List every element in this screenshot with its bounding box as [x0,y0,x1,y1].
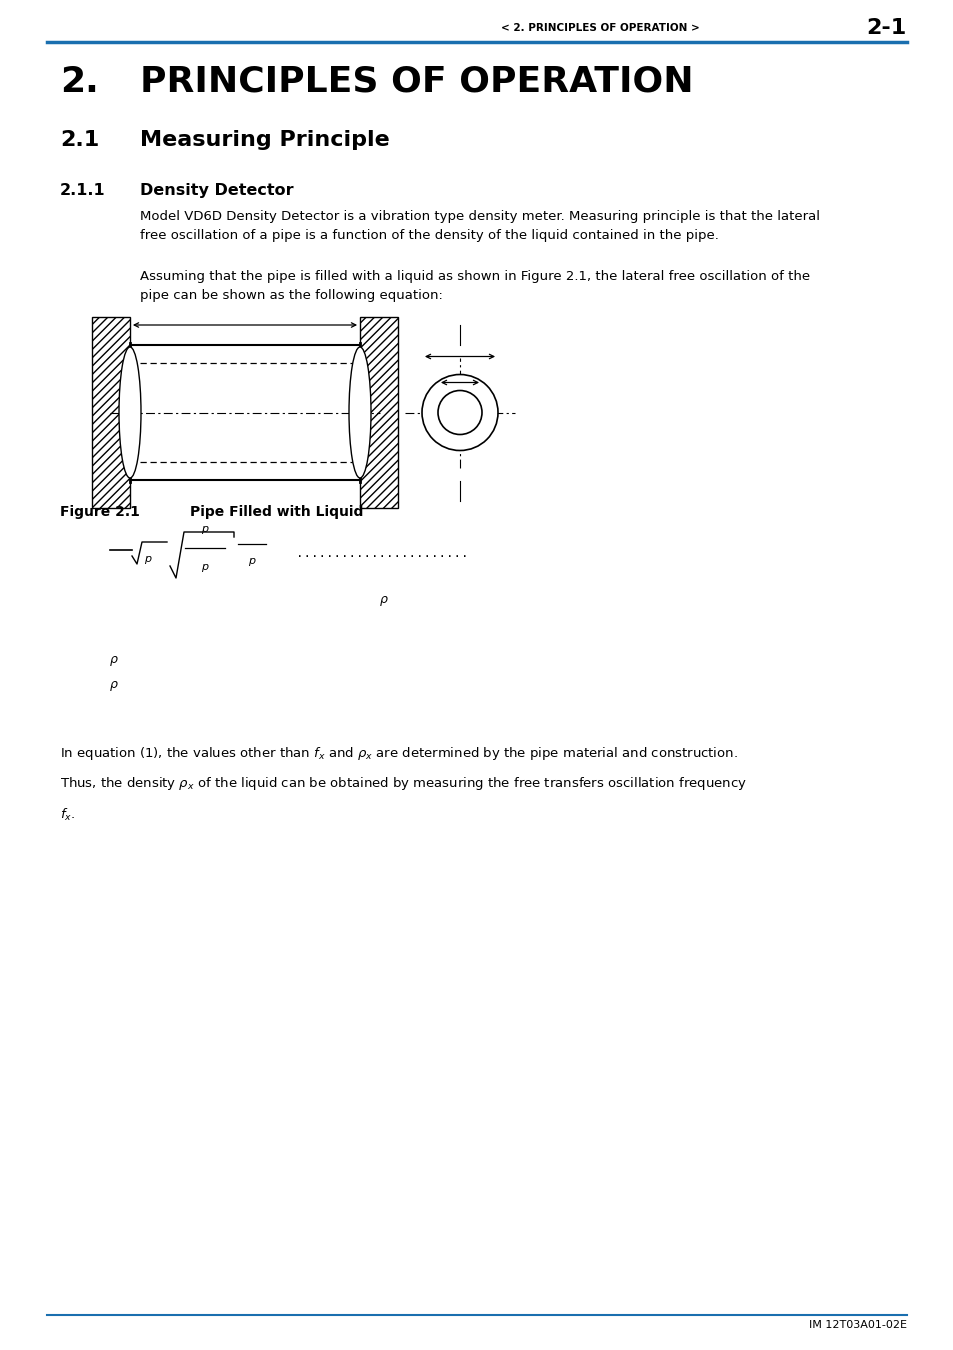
Text: Measuring Principle: Measuring Principle [140,130,390,150]
Text: p: p [201,524,209,535]
Text: ρ: ρ [110,653,118,667]
Text: Model VD6D Density Detector is a vibration type density meter. Measuring princip: Model VD6D Density Detector is a vibrati… [140,211,820,243]
Ellipse shape [349,347,371,478]
Bar [359,317,397,508]
Circle shape [421,374,497,451]
Text: Figure 2.1: Figure 2.1 [60,505,140,518]
Circle shape [437,390,481,435]
Text: PRINCIPLES OF OPERATION: PRINCIPLES OF OPERATION [140,65,693,99]
Text: 2.: 2. [60,65,99,99]
Text: Thus, the density $\rho_x$ of the liquid can be obtained by measuring the free t: Thus, the density $\rho_x$ of the liquid… [60,775,746,792]
Text: p: p [248,556,255,566]
Text: Density Detector: Density Detector [140,184,294,198]
Text: 2-1: 2-1 [866,18,906,38]
Text: p: p [144,554,152,564]
Text: p: p [201,562,209,572]
Text: Pipe Filled with Liquid: Pipe Filled with Liquid [190,505,363,518]
Ellipse shape [119,347,141,478]
Text: $f_x$.: $f_x$. [60,807,75,824]
Text: ρ: ρ [110,679,118,691]
Bar [91,317,130,508]
Text: Assuming that the pipe is filled with a liquid as shown in Figure 2.1, the later: Assuming that the pipe is filled with a … [140,270,809,302]
Text: .......................: ....................... [295,548,468,560]
Text: In equation (1), the values other than $f_x$ and $\rho_x$ are determined by the : In equation (1), the values other than $… [60,745,738,761]
Text: ρ: ρ [379,594,388,606]
Text: 2.1.1: 2.1.1 [60,184,106,198]
Text: IM 12T03A01-02E: IM 12T03A01-02E [808,1320,906,1330]
Text: < 2. PRINCIPLES OF OPERATION >: < 2. PRINCIPLES OF OPERATION > [500,23,699,32]
Text: 2.1: 2.1 [60,130,99,150]
